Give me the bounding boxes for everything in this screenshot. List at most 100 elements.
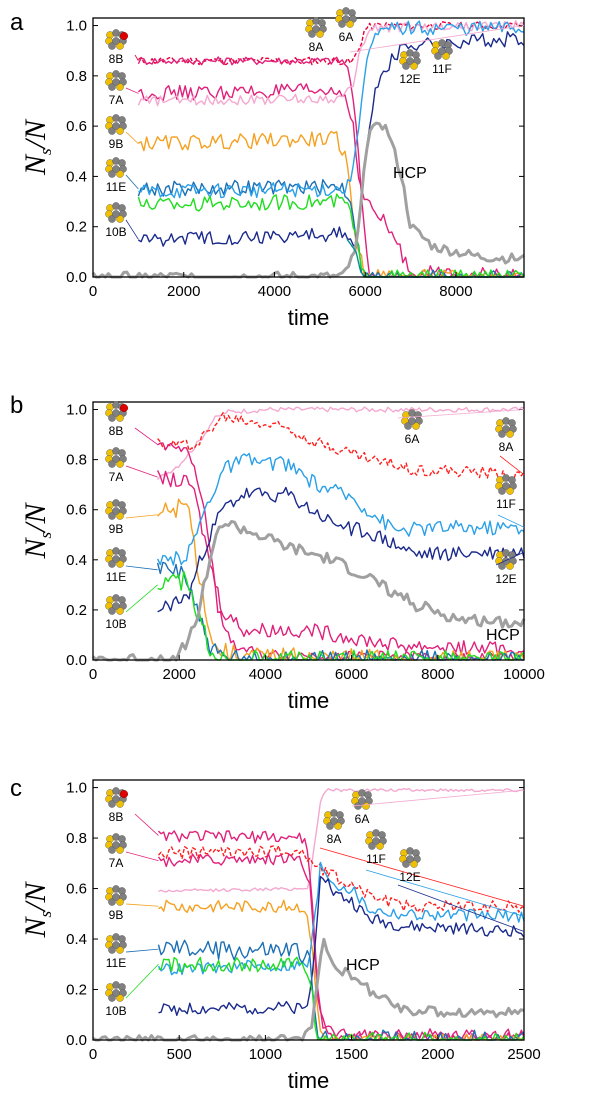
leader-line bbox=[125, 174, 139, 190]
cluster-label-12E: 12E bbox=[495, 549, 525, 586]
x-tick-label: 2000 bbox=[163, 666, 196, 683]
series-line-12E bbox=[157, 486, 525, 613]
cluster-label-7A: 7A bbox=[105, 70, 139, 107]
series-line-7A bbox=[156, 470, 525, 657]
cluster-label-8B: 8B bbox=[105, 787, 159, 836]
leader-line bbox=[125, 87, 139, 94]
cluster-label-11E: 11E bbox=[105, 157, 139, 194]
cluster-label-8A: 8A bbox=[495, 417, 525, 475]
leader-line bbox=[125, 514, 158, 519]
cluster-label-text: 11E bbox=[106, 180, 126, 194]
cluster-label-10B: 10B bbox=[105, 963, 159, 1018]
series-line-10B bbox=[158, 956, 525, 1041]
cluster-label-text: 7A bbox=[109, 856, 124, 870]
cluster-label-text: 8A bbox=[499, 440, 514, 454]
series-line-HCP bbox=[91, 520, 526, 662]
series-line-7A bbox=[157, 852, 525, 1041]
y-tick-label: 0.0 bbox=[66, 652, 87, 669]
x-tick-label: 10000 bbox=[503, 666, 545, 683]
plot-frame bbox=[92, 779, 525, 1041]
cluster-label-8B: 8B bbox=[105, 29, 139, 66]
leader-line bbox=[125, 465, 158, 478]
plot-frame bbox=[92, 401, 525, 661]
x-axis-label: time bbox=[288, 305, 330, 330]
series-line-6A bbox=[157, 406, 525, 480]
cluster-label-6A: 6A bbox=[397, 409, 525, 446]
chart-panel-b: 0 2000 4000 6000 8000 10000 0.0 0.2 0.4 0.6 0.8 1.0… bbox=[19, 401, 545, 713]
x-tick-label: 4000 bbox=[249, 666, 282, 683]
x-tick-label: 500 bbox=[167, 1046, 192, 1063]
plot-frame bbox=[92, 17, 525, 278]
cluster-label-11F: 11F bbox=[431, 39, 453, 76]
cluster-label-text: 9B bbox=[109, 908, 124, 922]
y-tick-label: 0.2 bbox=[66, 219, 87, 236]
cluster-label-6A: 6A bbox=[351, 789, 525, 826]
cluster-label-9B: 9B bbox=[105, 114, 139, 151]
leader-line bbox=[319, 847, 525, 907]
leader-line bbox=[134, 54, 139, 61]
y-tick-label: 0.0 bbox=[66, 269, 87, 286]
y-tick-label: 1.0 bbox=[66, 18, 87, 35]
cluster-label-10B: 10B bbox=[105, 202, 139, 240]
x-tick-label: 6000 bbox=[349, 283, 382, 300]
series-line-8A bbox=[157, 412, 525, 481]
y-axis-label: Ns/N bbox=[19, 881, 55, 939]
y-tick-label: 0.2 bbox=[66, 602, 87, 619]
series-line-green bbox=[137, 193, 525, 278]
cluster-label-text: 12E bbox=[399, 870, 420, 884]
x-axis-label: time bbox=[288, 1068, 330, 1093]
y-tick-label: 1.0 bbox=[66, 402, 87, 419]
leader-line bbox=[125, 219, 139, 240]
x-tick-label: 8000 bbox=[421, 666, 454, 683]
cluster-label-text: 12E bbox=[495, 572, 516, 586]
cluster-label-6A: 6A bbox=[335, 7, 525, 53]
panel-label-a: a bbox=[10, 9, 24, 36]
series-line-11E bbox=[137, 178, 525, 278]
cluster-label-7A: 7A bbox=[105, 833, 159, 870]
leader-line bbox=[125, 963, 159, 999]
cluster-label-text: 6A bbox=[339, 30, 354, 44]
x-axis-label: time bbox=[288, 688, 330, 713]
y-tick-label: 0.0 bbox=[66, 1032, 87, 1049]
cluster-label-text: 7A bbox=[109, 470, 124, 484]
series-line-11E bbox=[157, 939, 525, 1041]
cluster-label-12E: 12E bbox=[399, 49, 421, 86]
cluster-label-text: 8A bbox=[309, 40, 324, 54]
cluster-label-text: 6A bbox=[355, 812, 370, 826]
x-tick-label: 2000 bbox=[421, 1046, 454, 1063]
cluster-label-9B: 9B bbox=[105, 885, 159, 922]
leader-line bbox=[351, 789, 525, 807]
leader-line bbox=[125, 131, 139, 145]
cluster-label-text: 10B bbox=[105, 617, 126, 631]
series-line-10B bbox=[138, 31, 525, 249]
cluster-label-11F: 11F bbox=[495, 474, 525, 528]
x-tick-label: 0 bbox=[89, 1046, 97, 1063]
cluster-label-text: 11E bbox=[106, 570, 126, 584]
y-tick-label: 0.8 bbox=[66, 68, 87, 85]
series-line-8B-solid bbox=[137, 56, 525, 278]
y-tick-label: 0.4 bbox=[66, 552, 87, 569]
leader-line bbox=[499, 455, 525, 475]
y-tick-label: 0.4 bbox=[66, 168, 87, 185]
series-line-11E bbox=[156, 561, 524, 661]
series-line-11F bbox=[156, 452, 525, 566]
leader-line bbox=[125, 948, 159, 953]
x-tick-label: 6000 bbox=[335, 666, 368, 683]
leader-line bbox=[497, 514, 525, 528]
cluster-label-12E: 12E bbox=[397, 847, 525, 932]
cluster-label-text: 11E bbox=[106, 956, 126, 970]
cluster-label-text: 11F bbox=[366, 852, 386, 866]
hcp-label: HCP bbox=[346, 957, 380, 974]
cluster-label-text: 10B bbox=[105, 225, 126, 239]
cluster-label-11E: 11E bbox=[105, 547, 158, 584]
cluster-label-text: 8A bbox=[327, 832, 342, 846]
cluster-label-11F: 11F bbox=[365, 829, 525, 917]
series-line-8A bbox=[157, 845, 525, 913]
series-line-11F bbox=[157, 861, 525, 976]
leader-line bbox=[134, 427, 158, 445]
y-tick-label: 0.8 bbox=[66, 452, 87, 469]
leader-line bbox=[397, 884, 525, 932]
x-tick-label: 2500 bbox=[507, 1046, 540, 1063]
y-tick-label: 0.4 bbox=[66, 931, 87, 948]
cluster-label-text: 10B bbox=[105, 1004, 126, 1018]
